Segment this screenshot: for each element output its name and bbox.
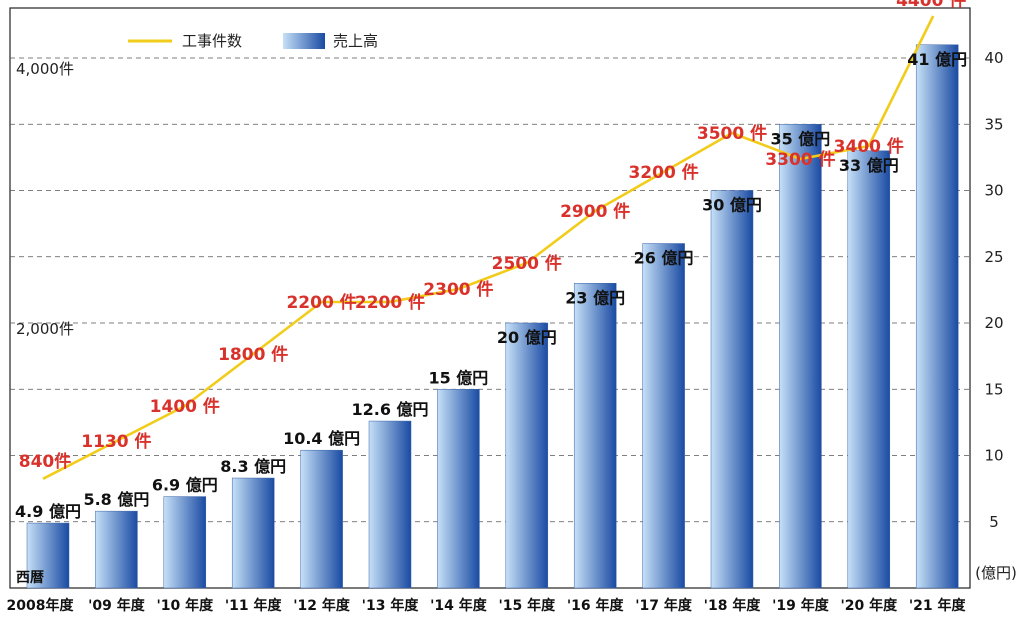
right-axis: 5 10 15 20 25 30 35 40 (億円) <box>975 49 1017 582</box>
bar-value-label: 41 億円 <box>907 50 967 69</box>
bar-value-label: 33 億円 <box>839 156 899 175</box>
line-value-label: 840件 <box>19 451 72 472</box>
bar-value-label: 12.6 億円 <box>351 400 428 419</box>
bar <box>231 477 275 589</box>
right-axis-unit: (億円) <box>975 564 1017 582</box>
line-value-label: 1130 件 <box>81 431 151 452</box>
bar <box>847 150 891 589</box>
line-series <box>42 15 935 480</box>
x-axis-label: '14 年度 <box>430 597 488 614</box>
x-axis-label: '11 年度 <box>225 597 283 614</box>
x-axis-label: '12 年度 <box>293 597 351 614</box>
bar-value-label: 35 億円 <box>770 129 830 148</box>
bar <box>163 496 207 589</box>
bar-series <box>26 44 959 589</box>
x-axis-label: '13 年度 <box>362 597 420 614</box>
legend-bar-label: 売上高 <box>333 32 378 50</box>
bar <box>95 510 138 589</box>
bar <box>642 243 685 589</box>
bar <box>505 322 549 589</box>
line-value-label: 3200 件 <box>628 162 698 183</box>
plot-frame <box>9 7 971 589</box>
x-axis-prefix: 西暦 <box>16 570 44 586</box>
bar <box>368 420 412 589</box>
x-axis-label: '09 年度 <box>88 597 146 614</box>
right-axis-tick: 15 <box>984 380 1003 398</box>
left-axis-tick: 4,000件 <box>16 60 74 78</box>
x-axis-label: '16 年度 <box>567 597 625 614</box>
legend: 工事件数 売上高 <box>128 32 378 50</box>
bar-value-label: 5.8 億円 <box>83 490 149 509</box>
line-value-label: 3400 件 <box>834 136 904 157</box>
bar <box>26 522 70 589</box>
x-axis-label: '18 年度 <box>704 597 762 614</box>
line-value-label: 2200 件 <box>286 292 356 313</box>
line-value-label: 2300 件 <box>423 279 493 300</box>
right-axis-tick: 25 <box>984 248 1003 266</box>
bar <box>779 124 822 589</box>
right-axis-tick: 20 <box>984 314 1003 332</box>
bar-value-label: 20 億円 <box>497 328 557 347</box>
bar-value-label: 26 億円 <box>634 249 694 268</box>
line-value-label: 1400 件 <box>150 396 220 417</box>
line-value-label: 3500 件 <box>697 123 767 144</box>
x-axis-label: '21 年度 <box>909 597 967 614</box>
bar-labels: 4.9 億円5.8 億円6.9 億円8.3 億円 10.4 億円 12.6 億円15… <box>15 50 967 521</box>
bar-value-label: 23 億円 <box>565 288 625 307</box>
bar <box>300 449 343 589</box>
line-path <box>42 15 935 480</box>
line-value-label: 1800 件 <box>218 344 288 365</box>
right-axis-tick: 10 <box>984 447 1003 465</box>
x-axis-label: '20 年度 <box>840 597 898 614</box>
right-axis-tick: 40 <box>984 49 1003 67</box>
left-axis: 2,000件 4,000件 <box>16 60 74 338</box>
x-axis-label: '15 年度 <box>498 597 556 614</box>
plot-border <box>9 7 971 589</box>
bar-value-label: 10.4 億円 <box>283 429 360 448</box>
bar <box>710 190 754 589</box>
grid-lines <box>10 57 970 523</box>
right-axis-tick: 30 <box>984 182 1003 200</box>
bar-value-label: 15 億円 <box>428 368 488 387</box>
bar-value-label: 6.9 億円 <box>152 476 218 495</box>
line-value-label: 3300 件 <box>765 149 835 170</box>
line-value-label: 2200 件 <box>355 292 425 313</box>
legend-bar-swatch <box>283 33 325 49</box>
bar <box>915 44 959 589</box>
x-axis-label: '17 年度 <box>635 597 693 614</box>
x-axis-label: 2008年度 <box>7 597 75 614</box>
x-axis: 西暦 2008年度 '09 年度 '10 年度 '11 年度 '12 年度 '13 年度 '1… <box>7 570 967 614</box>
bar-value-label: 30 億円 <box>702 196 762 215</box>
right-axis-tick: 5 <box>989 513 999 531</box>
x-axis-label: '19 年度 <box>772 597 830 614</box>
legend-line-label: 工事件数 <box>182 32 242 50</box>
line-value-label: 2900 件 <box>560 201 630 222</box>
right-axis-tick: 35 <box>984 115 1003 133</box>
line-value-label: 4400 件 <box>896 0 966 11</box>
bar-value-label: 4.9 億円 <box>15 502 81 521</box>
bar <box>437 389 480 589</box>
bar <box>573 283 617 589</box>
x-axis-label: '10 年度 <box>156 597 214 614</box>
line-value-label: 2500 件 <box>492 253 562 274</box>
left-axis-tick: 2,000件 <box>16 320 74 338</box>
bar-value-label: 8.3 億円 <box>220 457 286 476</box>
